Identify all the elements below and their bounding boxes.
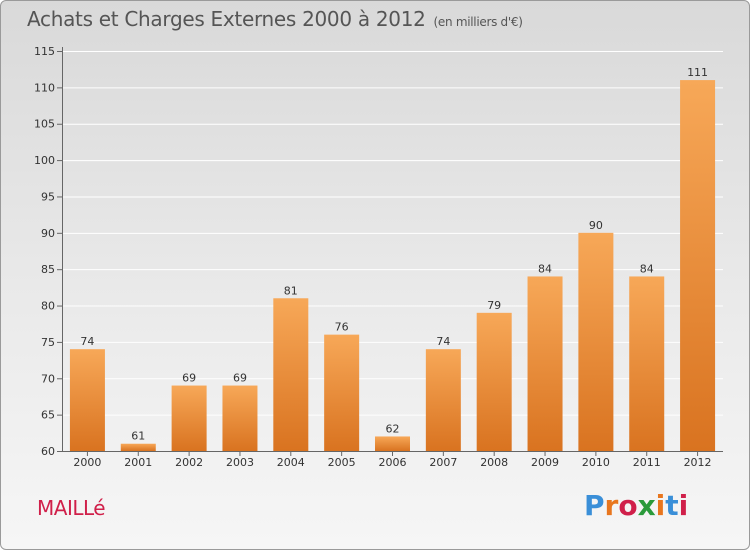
bar-value-label-2000: 74	[80, 335, 94, 348]
y-tick-label: 110	[34, 81, 55, 94]
y-tick-label: 75	[41, 336, 55, 349]
bar-2006	[375, 436, 410, 451]
y-tick-labels: 60 65 70 75 80 85 90 95 100 105 110 115	[34, 45, 55, 458]
logo-letter: x	[637, 489, 656, 522]
bar-2004	[273, 298, 309, 451]
x-category-label-2012: 2012	[684, 456, 712, 469]
y-tick-label: 85	[41, 263, 55, 276]
y-tick-label: 95	[41, 190, 55, 203]
x-category-label-2009: 2009	[531, 456, 559, 469]
y-tick-label: 90	[41, 227, 55, 240]
x-category-label-2010: 2010	[582, 456, 610, 469]
bar-value-label-2007: 74	[436, 335, 450, 348]
bars	[69, 80, 716, 451]
x-category-label-2002: 2002	[175, 456, 203, 469]
logo-letter: r	[604, 489, 619, 522]
bar-value-label-2010: 90	[589, 219, 603, 232]
x-category-label-2003: 2003	[226, 456, 254, 469]
bar-2010	[578, 232, 614, 451]
chart-subtitle: (en milliers d'€)	[433, 15, 523, 29]
bar-2005	[324, 334, 360, 451]
bar-2003	[222, 385, 258, 451]
y-tick-label: 105	[34, 118, 55, 131]
bar-2012	[680, 80, 716, 451]
bar-value-label-2001: 61	[131, 430, 145, 443]
grid-lines	[62, 51, 723, 452]
bar-2002	[171, 385, 207, 451]
bar-value-label-2003: 69	[233, 372, 247, 385]
bar-2009	[527, 276, 563, 451]
bar-value-label-2005: 76	[335, 321, 349, 334]
bar-2008	[476, 312, 512, 451]
x-category-label-2001: 2001	[124, 456, 152, 469]
bar-2000	[69, 349, 105, 451]
x-category-label-2000: 2000	[73, 456, 101, 469]
bar-value-label-2009: 84	[538, 262, 552, 275]
y-tick-label: 100	[34, 154, 55, 167]
bar-value-label-2004: 81	[284, 284, 298, 297]
x-category-label-2006: 2006	[379, 456, 407, 469]
logo-letter: P	[584, 489, 605, 522]
x-category-label-2011: 2011	[633, 456, 661, 469]
bar-value-label-2006: 62	[386, 422, 400, 435]
bar-value-label-2008: 79	[487, 299, 501, 312]
bar-value-label-2002: 69	[182, 372, 196, 385]
x-category-labels: 2000 2001 2002 2003 2004 2005 2006 2007 2008 2009…	[73, 456, 711, 469]
x-category-label-2008: 2008	[480, 456, 508, 469]
y-tick-label: 60	[41, 445, 55, 458]
x-category-label-2005: 2005	[328, 456, 356, 469]
bar-value-label-2012: 111	[687, 66, 708, 79]
bar-2007	[425, 349, 461, 451]
bar-2001	[120, 443, 156, 451]
bar-value-label-2011: 84	[640, 262, 654, 275]
town-name: MAILLé	[37, 496, 106, 520]
logo-letter: i	[678, 489, 689, 522]
y-tick-label: 65	[41, 409, 55, 422]
x-category-label-2007: 2007	[429, 456, 457, 469]
bar-value-labels: 74 61 69 69 81 76 62 74 79 84 90 84 111	[80, 66, 708, 443]
axes	[57, 47, 723, 456]
logo-letter: o	[618, 489, 638, 522]
logo-letter: t	[665, 489, 679, 522]
bar-2011	[629, 276, 665, 451]
chart-title: Achats et Charges Externes 2000 à 2012 (e…	[27, 7, 523, 31]
logo-letter: i	[655, 489, 666, 522]
y-tick-label: 70	[41, 372, 55, 385]
y-tick-label: 115	[34, 45, 55, 58]
x-category-label-2004: 2004	[277, 456, 305, 469]
chart-title-text: Achats et Charges Externes 2000 à 2012	[27, 7, 426, 31]
y-tick-label: 80	[41, 300, 55, 313]
proxiti-logo[interactable]: Proxiti	[584, 489, 688, 522]
